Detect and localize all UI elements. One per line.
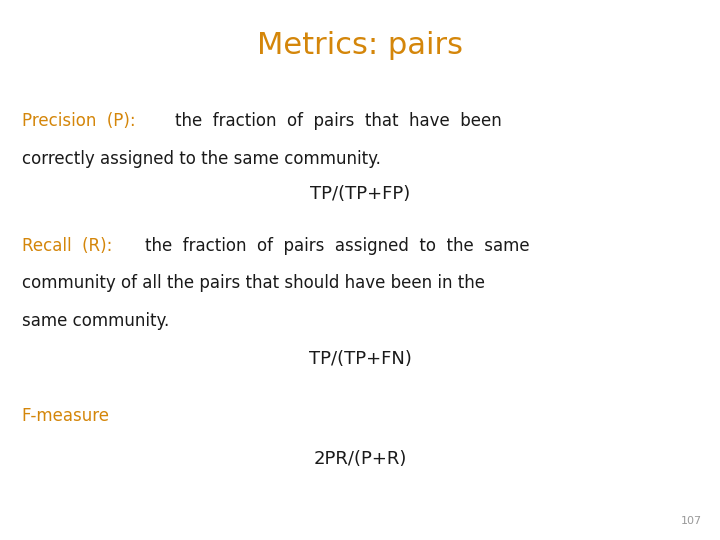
Text: 107: 107 [681,516,702,526]
Text: F-measure: F-measure [22,407,109,425]
Text: Recall  (R):: Recall (R): [22,237,117,255]
Text: Metrics: pairs: Metrics: pairs [257,31,463,60]
Text: Precision  (P):: Precision (P): [22,112,140,131]
Text: same community.: same community. [22,312,169,330]
Text: TP/(TP+FN): TP/(TP+FN) [309,350,411,368]
Text: 2PR/(P+R): 2PR/(P+R) [313,450,407,468]
Text: TP/(TP+FP): TP/(TP+FP) [310,185,410,204]
Text: the  fraction  of  pairs  that  have  been: the fraction of pairs that have been [175,112,502,131]
Text: community of all the pairs that should have been in the: community of all the pairs that should h… [22,274,485,293]
Text: the  fraction  of  pairs  assigned  to  the  same: the fraction of pairs assigned to the sa… [145,237,530,255]
Text: correctly assigned to the same community.: correctly assigned to the same community… [22,150,380,168]
